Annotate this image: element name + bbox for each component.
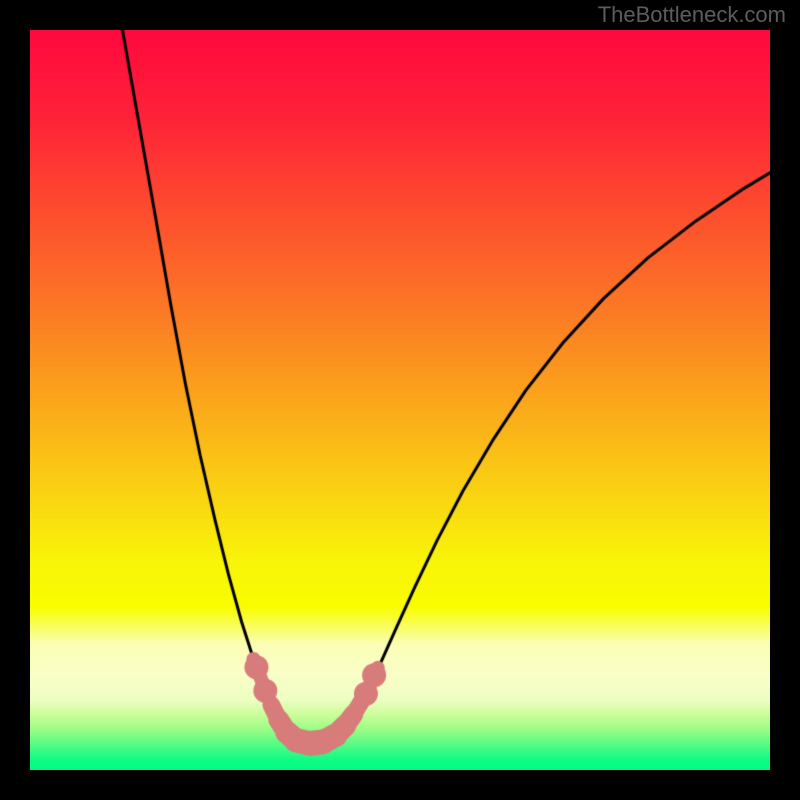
outer-frame: TheBottleneck.com bbox=[0, 0, 800, 800]
watermark-text: TheBottleneck.com bbox=[598, 2, 786, 28]
bottleneck-curve-chart bbox=[30, 30, 770, 770]
